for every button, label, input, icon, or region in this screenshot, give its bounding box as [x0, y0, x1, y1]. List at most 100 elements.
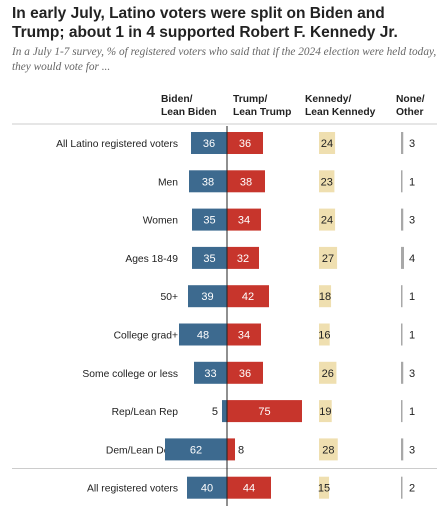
value-label-biden: 39 [201, 291, 213, 303]
value-label-none: 3 [409, 138, 415, 150]
value-label-none: 2 [409, 483, 415, 495]
value-label-trump: 36 [239, 368, 251, 380]
value-label-trump: 34 [238, 330, 250, 342]
value-label-kennedy: 24 [321, 138, 333, 150]
value-label-trump: 44 [243, 483, 255, 495]
divider-lines [12, 123, 437, 470]
value-label-trump: 75 [258, 406, 270, 418]
header-trump-line-1: Trump/ [233, 94, 267, 105]
value-label-kennedy: 27 [322, 253, 334, 265]
value-label-biden: 33 [204, 368, 216, 380]
value-label-trump: 42 [242, 291, 254, 303]
header-biden-line-1: Biden/ [161, 94, 193, 105]
chart-row: All registered voters 40 44 15 2 [87, 476, 415, 499]
bar-none [401, 170, 403, 193]
chart-row: Rep/Lean Rep 5 75 19 1 [112, 400, 415, 423]
bar-biden [187, 476, 227, 499]
value-label-trump: 38 [240, 176, 252, 188]
value-label-kennedy: 15 [318, 483, 330, 495]
bar-kennedy [319, 132, 336, 154]
value-label-none: 3 [409, 368, 415, 380]
bar-biden [192, 208, 227, 231]
value-label-kennedy: 18 [319, 291, 331, 303]
row-label: Men [158, 177, 178, 188]
row-label: Some college or less [82, 369, 178, 380]
value-label-none: 3 [409, 215, 415, 227]
bar-kennedy [319, 400, 332, 423]
row-label: All registered voters [87, 484, 178, 495]
value-label-biden: 48 [197, 330, 209, 342]
bar-none [401, 323, 403, 346]
value-label-kennedy: 28 [322, 444, 334, 456]
bar-none [401, 132, 404, 154]
bar-none [401, 438, 404, 461]
value-label-kennedy: 26 [322, 368, 334, 380]
row-label: College grad+ [114, 331, 178, 342]
bar-none [401, 361, 404, 384]
value-label-none: 3 [409, 444, 415, 456]
bar-biden [222, 400, 227, 423]
value-label-none: 1 [409, 406, 415, 418]
header-kennedy-line-1: Kennedy/ [305, 94, 351, 105]
row-label: Dem/Lean Dem [106, 445, 178, 456]
value-label-trump: 32 [237, 253, 249, 265]
bar-biden [189, 170, 227, 193]
value-label-trump: 34 [238, 215, 250, 227]
value-label-biden: 40 [201, 483, 213, 495]
row-label: All Latino registered voters [56, 139, 178, 150]
bar-trump [227, 323, 261, 346]
bar-trump [227, 476, 271, 499]
bar-kennedy [319, 438, 338, 461]
bar-biden [191, 132, 227, 154]
chart-row: College grad+ 48 34 16 1 [114, 323, 415, 346]
value-label-none: 1 [409, 176, 415, 188]
bar-trump [227, 170, 265, 193]
row-label: 50+ [161, 292, 178, 303]
row-label: Rep/Lean Rep [112, 407, 179, 418]
bar-none [401, 208, 404, 231]
bar-trump [227, 246, 259, 269]
column-headers: Biden/Lean Biden Trump/Lean Trump Kennedy/… [161, 94, 425, 118]
bar-kennedy [319, 476, 330, 499]
bar-biden [165, 438, 227, 461]
value-label-kennedy: 24 [321, 215, 333, 227]
header-none-line-1: None/ [396, 94, 425, 105]
chart-title: In early July, Latino voters were split … [12, 5, 398, 41]
value-label-none: 1 [409, 291, 415, 303]
chart-row: Dem/Lean Dem 62 8 28 3 [106, 438, 415, 461]
value-label-biden: 35 [203, 215, 215, 227]
chart-row: Some college or less 33 36 26 3 [82, 361, 415, 384]
bar-none [401, 400, 403, 423]
bar-biden [188, 285, 227, 308]
bar-trump [227, 132, 263, 154]
value-label-biden: 62 [190, 444, 202, 456]
bar-kennedy [319, 323, 330, 346]
bar-kennedy [319, 246, 338, 269]
bar-kennedy [319, 208, 336, 231]
bar-trump [227, 285, 269, 308]
value-label-none: 1 [409, 330, 415, 342]
bar-none [401, 285, 403, 308]
chart-subtitle: In a July 1-7 survey, % of registered vo… [12, 46, 437, 73]
bar-biden [194, 361, 227, 384]
bar-kennedy [319, 285, 332, 308]
header-kennedy-line-2: Lean Kennedy [305, 107, 376, 118]
chart-row: Women 35 34 24 3 [143, 208, 415, 231]
value-label-biden: 36 [203, 138, 215, 150]
bar-none [401, 246, 404, 269]
bar-trump [227, 400, 302, 423]
bar-kennedy [319, 361, 337, 384]
bar-biden [179, 323, 227, 346]
value-label-trump: 8 [238, 444, 244, 456]
bar-none [401, 476, 403, 499]
value-label-trump: 36 [239, 138, 251, 150]
row-label: Ages 18-49 [125, 254, 178, 265]
chart-row: Ages 18-49 35 32 27 4 [125, 246, 415, 269]
bar-biden [192, 246, 227, 269]
value-label-kennedy: 16 [318, 330, 330, 342]
chart-row: 50+ 39 42 18 1 [161, 285, 415, 308]
bar-trump [227, 361, 263, 384]
row-label: Women [143, 216, 179, 227]
